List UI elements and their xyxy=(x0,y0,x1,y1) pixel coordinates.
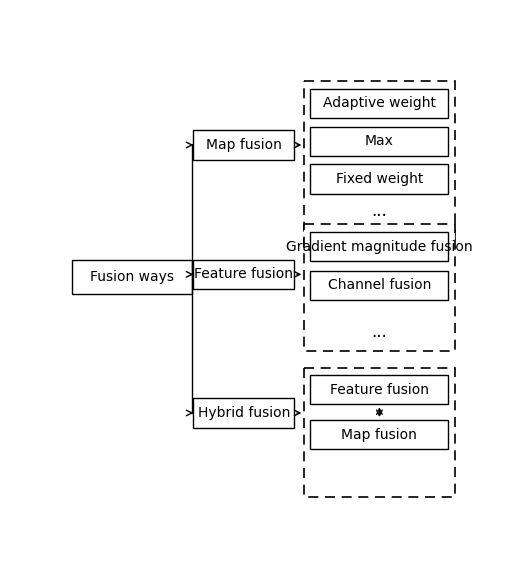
Text: Feature fusion: Feature fusion xyxy=(194,268,293,281)
Text: Feature fusion: Feature fusion xyxy=(330,383,429,397)
Bar xyxy=(310,375,449,405)
Bar xyxy=(310,270,449,300)
Text: ...: ... xyxy=(372,323,387,341)
Bar xyxy=(310,89,449,118)
Bar xyxy=(310,164,449,194)
Text: ...: ... xyxy=(372,202,387,220)
Text: Channel fusion: Channel fusion xyxy=(328,278,431,292)
Text: Gradient magnitude fusion: Gradient magnitude fusion xyxy=(286,240,473,254)
Text: Hybrid fusion: Hybrid fusion xyxy=(198,406,290,420)
Bar xyxy=(304,367,455,497)
Bar xyxy=(310,420,449,449)
Bar xyxy=(310,232,449,261)
Text: Adaptive weight: Adaptive weight xyxy=(323,96,436,111)
Bar xyxy=(194,260,294,289)
Bar xyxy=(304,224,455,351)
Bar xyxy=(304,81,455,246)
Bar xyxy=(194,131,294,160)
Text: Fusion ways: Fusion ways xyxy=(90,270,174,284)
Bar xyxy=(194,398,294,427)
Text: Map fusion: Map fusion xyxy=(206,138,282,152)
Text: Max: Max xyxy=(365,134,394,148)
Bar xyxy=(310,127,449,156)
Bar xyxy=(72,260,192,293)
Text: Map fusion: Map fusion xyxy=(342,427,417,442)
Text: Fixed weight: Fixed weight xyxy=(336,172,423,186)
